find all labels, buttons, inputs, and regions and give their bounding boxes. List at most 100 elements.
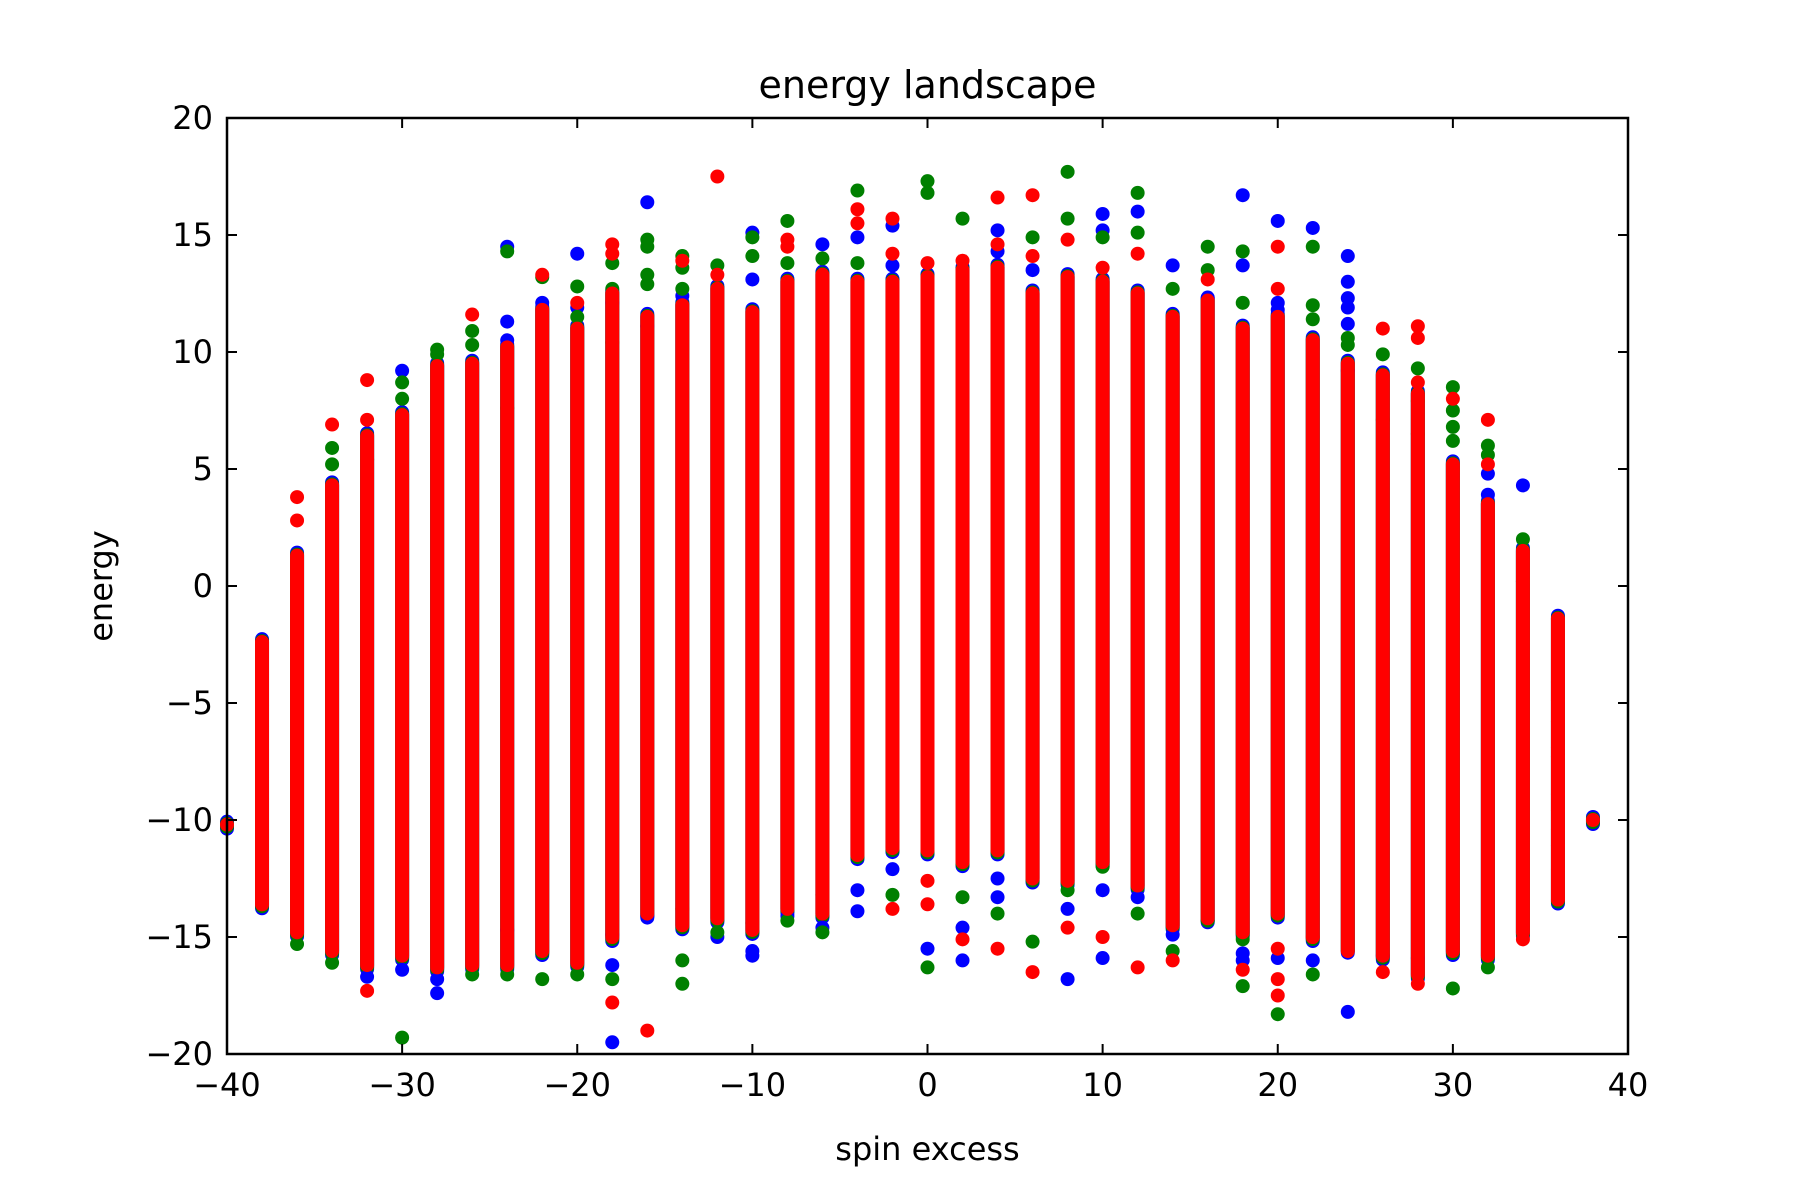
red-point (885, 246, 900, 261)
blue-point (815, 237, 830, 252)
column-24 (1060, 164, 1075, 987)
column-38 (1550, 608, 1565, 911)
blue-point (1165, 258, 1180, 273)
green-point (990, 906, 1005, 921)
red-point (920, 256, 935, 271)
red-point (850, 202, 865, 217)
red-point (1515, 932, 1530, 947)
red-point (535, 267, 550, 282)
blue-point (745, 948, 760, 963)
green-point (1025, 230, 1040, 245)
column-32 (1340, 249, 1355, 1019)
blue-point (1340, 274, 1355, 289)
column-1 (255, 632, 270, 916)
red-point (1550, 803, 1565, 818)
green-point (1200, 239, 1215, 254)
red-point (1550, 787, 1565, 802)
column-25 (1095, 206, 1110, 966)
red-point (710, 169, 725, 184)
x-axis-label: spin excess (835, 1130, 1019, 1168)
green-point (640, 277, 655, 292)
blue-point (1025, 263, 1040, 278)
green-point (1305, 239, 1320, 254)
red-point (1095, 930, 1110, 944)
column-27 (1165, 258, 1180, 968)
red-point (1130, 960, 1145, 975)
blue-point (1130, 204, 1145, 219)
red-point (640, 1023, 655, 1038)
red-point (1480, 412, 1495, 427)
green-point (955, 211, 970, 226)
green-point (1445, 981, 1460, 996)
column-26 (1130, 185, 1145, 975)
green-point (1060, 211, 1075, 226)
green-point (1305, 967, 1320, 982)
column-29 (1235, 188, 1250, 994)
red-point (1165, 953, 1180, 968)
red-point (1550, 714, 1565, 729)
y-tick-label: −5 (166, 684, 213, 722)
green-point (570, 279, 585, 294)
blue-point (570, 246, 585, 261)
red-point (1340, 944, 1355, 959)
green-point (815, 925, 830, 940)
blue-point (360, 969, 375, 984)
column-3 (325, 417, 340, 970)
green-point (1445, 419, 1460, 434)
red-point (255, 822, 270, 837)
green-point (1305, 312, 1320, 327)
column-9 (535, 267, 550, 987)
green-point (920, 185, 935, 200)
green-point (570, 967, 585, 982)
column-36 (1480, 412, 1495, 975)
green-point (1025, 934, 1040, 949)
red-point (255, 869, 270, 884)
column-2 (290, 490, 305, 952)
x-tick-label: −40 (193, 1066, 261, 1104)
column-4 (360, 373, 375, 998)
x-tick-label: −10 (719, 1066, 787, 1104)
red-point (780, 239, 795, 254)
blue-point (1340, 316, 1355, 331)
green-point (675, 976, 690, 991)
blue-point (1305, 220, 1320, 235)
red-point (1550, 674, 1565, 689)
blue-point (640, 195, 655, 210)
green-point (325, 955, 340, 970)
blue-point (1235, 188, 1250, 203)
x-tick-label: 20 (1257, 1066, 1298, 1104)
red-point (850, 216, 865, 231)
y-tick-label: 15 (172, 216, 213, 254)
red-point (605, 995, 620, 1010)
blue-point (1235, 258, 1250, 273)
blue-point (1340, 300, 1355, 315)
red-point (1550, 693, 1565, 708)
column-5 (395, 363, 410, 1045)
x-tick-label: 0 (917, 1066, 937, 1104)
red-point (1410, 319, 1425, 334)
column-35 (1445, 380, 1460, 996)
y-tick-label: 20 (172, 99, 213, 137)
green-point (850, 256, 865, 271)
red-point (1410, 976, 1425, 991)
green-point (395, 391, 410, 406)
green-point (780, 256, 795, 271)
red-point (675, 253, 690, 268)
column-23 (1025, 188, 1040, 980)
column-39 (1585, 810, 1600, 831)
green-point (535, 972, 550, 987)
red-point (360, 412, 375, 427)
blue-point (955, 920, 970, 935)
y-tick-label: −10 (145, 801, 213, 839)
green-point (1305, 298, 1320, 313)
green-point (465, 337, 480, 352)
red-point (1550, 838, 1565, 853)
chart-title: energy landscape (758, 63, 1096, 107)
column-22 (990, 190, 1005, 956)
blue-point (1305, 953, 1320, 968)
red-point (1550, 749, 1565, 764)
red-point (605, 246, 620, 261)
blue-point (1095, 951, 1110, 966)
green-point (430, 347, 445, 362)
red-point (1480, 457, 1495, 472)
